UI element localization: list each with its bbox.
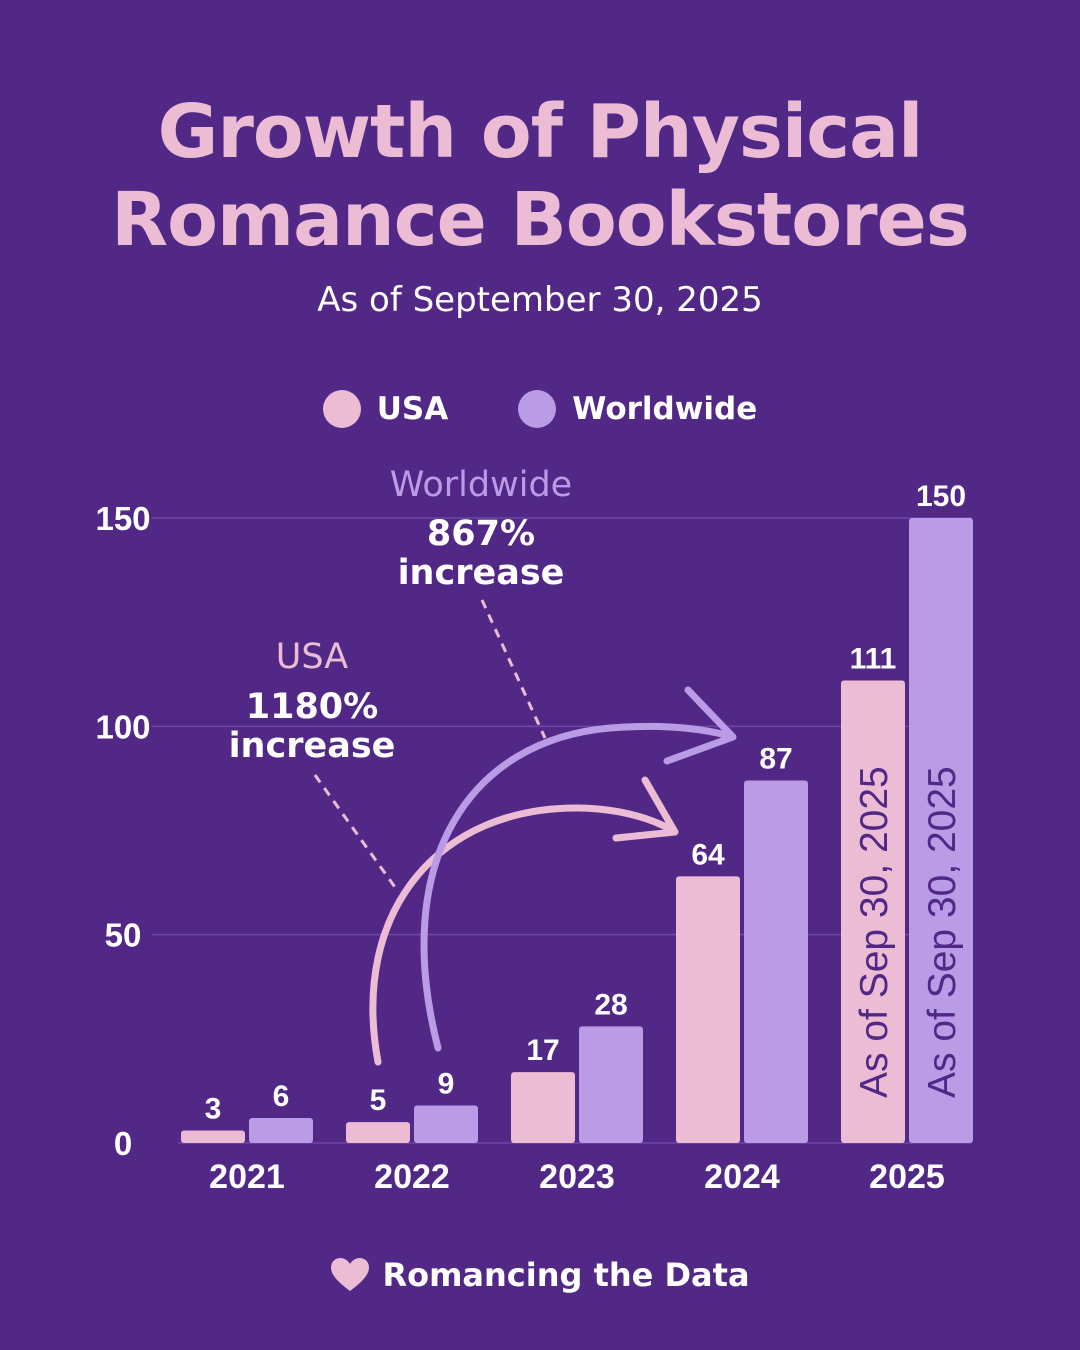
worldwide-annotation-label: Worldwide <box>390 465 572 505</box>
footer: Romancing the Data <box>0 1256 1080 1294</box>
y-tick-label: 100 <box>95 708 150 745</box>
bar-worldwide-2023 <box>579 1026 643 1143</box>
gridlines <box>152 517 972 1144</box>
bar-worldwide-2025 <box>909 518 973 1143</box>
value-label-usa-2021: 3 <box>205 1093 222 1126</box>
usa-leader-line <box>313 774 399 891</box>
title-line-1: Growth of Physical <box>157 89 924 175</box>
bar-usa-2021 <box>181 1130 245 1143</box>
value-labels: 3 6 5 9 17 28 64 87 111 150 <box>205 480 966 1126</box>
bar-worldwide-2021 <box>249 1118 313 1143</box>
bars <box>181 518 973 1143</box>
bar-worldwide-2024 <box>744 780 808 1143</box>
y-axis-ticks: 0 50 100 150 <box>95 500 150 1162</box>
usa-arrowhead <box>612 776 679 842</box>
heart-icon <box>331 1258 370 1291</box>
footer-brand: Romancing the Data <box>382 1256 750 1294</box>
usa-annotation-text: increase <box>229 726 396 766</box>
value-label-worldwide-2023: 28 <box>594 988 627 1021</box>
bar-usa-2023 <box>511 1072 575 1143</box>
worldwide-arrowhead <box>663 686 737 765</box>
y-tick-label: 50 <box>105 917 142 954</box>
x-tick-label-2023: 2023 <box>539 1158 615 1196</box>
legend-label-usa: USA <box>376 391 449 427</box>
bar-worldwide-2022 <box>414 1105 478 1143</box>
value-label-usa-2023: 17 <box>526 1034 559 1067</box>
legend-item-usa: USA <box>322 390 449 428</box>
y-tick-label: 150 <box>95 500 150 537</box>
usa-annotation-value: 1180% <box>246 687 378 727</box>
title-line-2: Romance Bookstores <box>111 177 970 263</box>
chart-title: Growth of Physical Romance Bookstores <box>0 88 1080 264</box>
y-tick-label: 0 <box>114 1125 132 1162</box>
x-tick-label-2022: 2022 <box>374 1158 450 1196</box>
usa-2025-partial-note: As of Sep 30, 2025 <box>853 766 896 1098</box>
bar-usa-2024 <box>676 876 740 1143</box>
worldwide-growth-arrow <box>420 722 734 1052</box>
bar-usa-2025 <box>841 680 905 1143</box>
value-label-worldwide-2024: 87 <box>759 743 792 776</box>
usa-growth-arrow <box>369 804 676 1066</box>
worldwide-annotation-value: 867% <box>427 514 535 554</box>
legend: USA Worldwide <box>0 390 1080 428</box>
worldwide-leader-line <box>480 599 547 739</box>
usa-annotation-label: USA <box>276 637 348 677</box>
value-label-usa-2025: 111 <box>850 643 897 676</box>
x-tick-label-2021: 2021 <box>209 1158 285 1196</box>
x-tick-label-2025: 2025 <box>869 1158 945 1196</box>
value-label-usa-2022: 5 <box>370 1084 387 1117</box>
legend-swatch-worldwide <box>518 390 557 428</box>
legend-item-worldwide: Worldwide <box>518 390 757 428</box>
worldwide-annotation-text: increase <box>398 553 565 593</box>
x-axis-ticks: 2021 2022 2023 2024 2025 <box>209 1158 945 1196</box>
value-label-usa-2024: 64 <box>691 838 725 871</box>
x-tick-label-2024: 2024 <box>704 1158 780 1196</box>
value-label-worldwide-2021: 6 <box>273 1080 290 1113</box>
value-label-worldwide-2025: 150 <box>916 480 966 513</box>
annotation-arrows <box>313 599 737 1066</box>
chart-subtitle: As of September 30, 2025 <box>317 280 763 320</box>
legend-label-worldwide: Worldwide <box>572 391 758 427</box>
worldwide-2025-partial-note: As of Sep 30, 2025 <box>921 766 964 1098</box>
value-label-worldwide-2022: 9 <box>438 1068 455 1101</box>
legend-swatch-usa <box>322 390 361 428</box>
bar-usa-2022 <box>346 1122 410 1143</box>
